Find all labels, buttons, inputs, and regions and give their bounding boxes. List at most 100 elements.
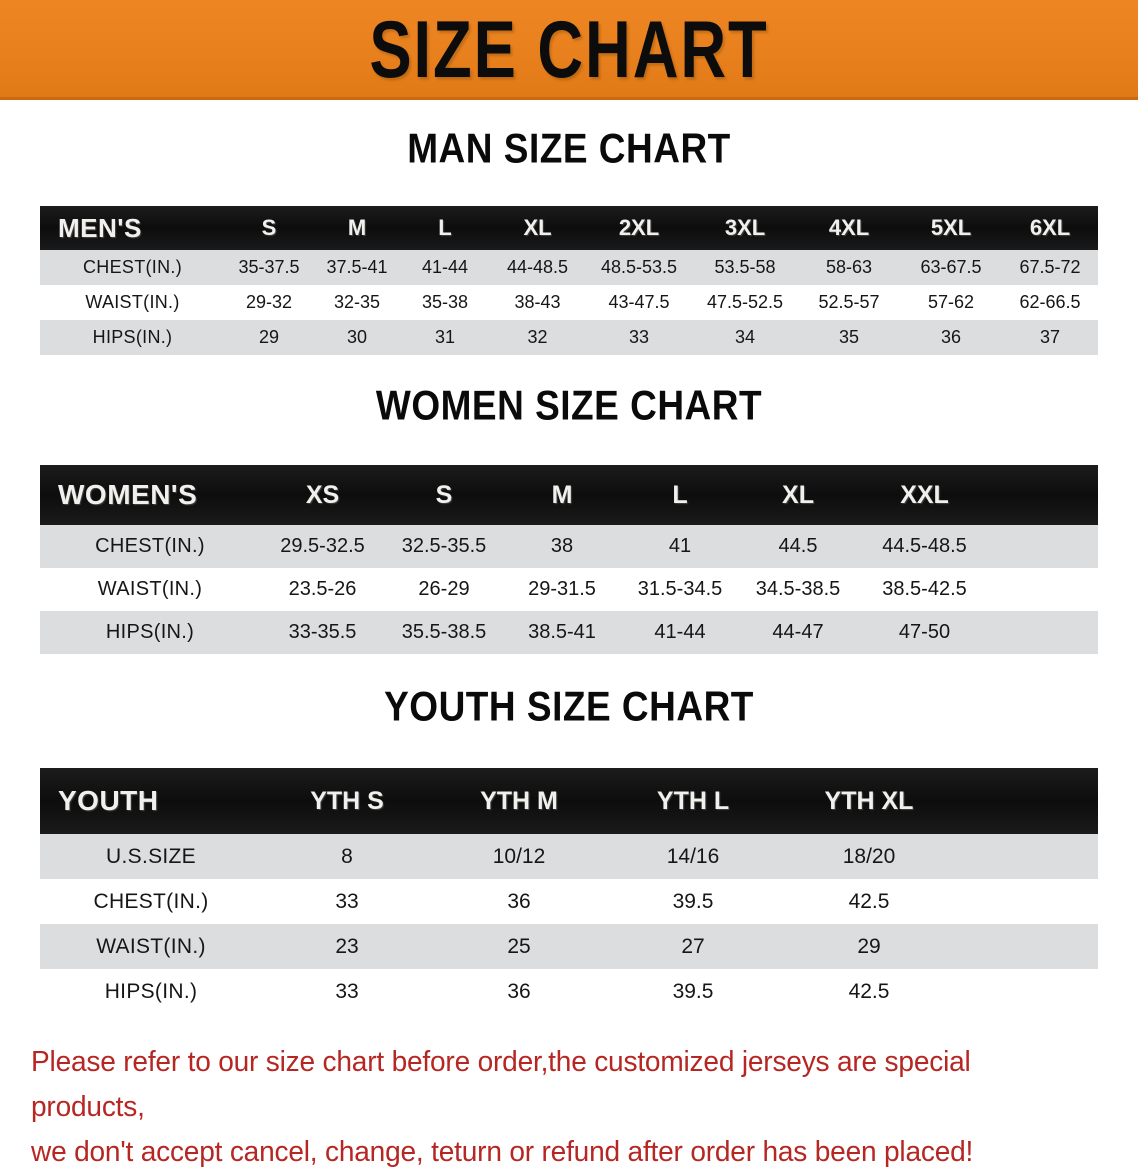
women-hips-s: 35.5-38.5 — [385, 611, 503, 654]
man-waist-xl: 38-43 — [489, 285, 586, 320]
man-hips-3xl: 34 — [692, 320, 798, 355]
man-waist-2xl: 43-47.5 — [586, 285, 692, 320]
women-hips-spacer — [992, 611, 1098, 654]
man-waist-s: 29-32 — [225, 285, 313, 320]
man-col-header-2xl: 2XL — [618, 215, 660, 240]
women-waist-xs: 23.5-26 — [260, 568, 385, 611]
man-table-header-row: MEN'S S M L XL 2XL 3XL 4XL 5XL 6XL — [40, 206, 1098, 250]
man-size-chart-table: MEN'S S M L XL 2XL 3XL 4XL 5XL 6XL CHEST… — [40, 206, 1098, 355]
women-col-header-s: S — [435, 480, 453, 509]
man-hips-4xl: 35 — [798, 320, 900, 355]
youth-chest-yth-s: 33 — [262, 879, 432, 924]
man-row-label-chest: CHEST(IN.) — [40, 250, 225, 285]
man-hips-2xl: 33 — [586, 320, 692, 355]
youth-chest-yth-m: 36 — [432, 879, 606, 924]
youth-chest-yth-xl: 42.5 — [780, 879, 958, 924]
man-row-label-waist: WAIST(IN.) — [40, 285, 225, 320]
women-hips-xl: 44-47 — [739, 611, 857, 654]
youth-us-size-yth-xl: 18/20 — [780, 834, 958, 879]
women-waist-xxl: 38.5-42.5 — [857, 568, 992, 611]
man-chest-6xl: 67.5-72 — [1002, 250, 1098, 285]
women-size-chart-table: WOMEN'S XS S M L XL XXL CHEST(IN.) 29.5-… — [40, 465, 1098, 654]
man-col-header-m: M — [347, 215, 367, 240]
youth-us-size-yth-l: 14/16 — [606, 834, 780, 879]
man-chest-3xl: 53.5-58 — [692, 250, 798, 285]
women-chest-s: 32.5-35.5 — [385, 525, 503, 568]
women-chest-xxl: 44.5-48.5 — [857, 525, 992, 568]
table-row: WAIST(IN.) 29-32 32-35 35-38 38-43 43-47… — [40, 285, 1098, 320]
man-size-chart-section: MAN SIZE CHART MEN'S S M L XL 2XL 3XL 4X… — [0, 125, 1138, 355]
man-hips-m: 30 — [313, 320, 401, 355]
women-hips-xs: 33-35.5 — [260, 611, 385, 654]
man-col-header-l: L — [438, 215, 452, 240]
youth-us-size-yth-m: 10/12 — [432, 834, 606, 879]
women-size-chart-section: WOMEN SIZE CHART WOMEN'S XS S M L XL XXL… — [0, 382, 1138, 654]
man-waist-l: 35-38 — [401, 285, 489, 320]
man-section-title: MAN SIZE CHART — [407, 125, 731, 172]
women-section-title: WOMEN SIZE CHART — [375, 382, 763, 429]
youth-us-size-yth-s: 8 — [262, 834, 432, 879]
women-waist-xl: 34.5-38.5 — [739, 568, 857, 611]
man-hips-l: 31 — [401, 320, 489, 355]
disclaimer-line-2: we don't accept cancel, change, teturn o… — [31, 1136, 974, 1168]
youth-col-header-yth-s: YTH S — [310, 786, 384, 815]
youth-row-label-chest: CHEST(IN.) — [40, 879, 262, 924]
women-corner-label: WOMEN'S — [58, 479, 198, 510]
disclaimer-note: Please refer to our size chart before or… — [31, 1040, 1091, 1175]
women-chest-xs: 29.5-32.5 — [260, 525, 385, 568]
women-col-header-xs: XS — [305, 480, 340, 509]
man-row-label-hips: HIPS(IN.) — [40, 320, 225, 355]
table-row: CHEST(IN.) 29.5-32.5 32.5-35.5 38 41 44.… — [40, 525, 1098, 568]
women-col-header-spacer — [992, 465, 1098, 525]
man-chest-5xl: 63-67.5 — [900, 250, 1002, 285]
man-chest-xl: 44-48.5 — [489, 250, 586, 285]
women-waist-s: 26-29 — [385, 568, 503, 611]
youth-col-header-yth-xl: YTH XL — [824, 786, 914, 815]
youth-size-chart-section: YOUTH SIZE CHART YOUTH YTH S YTH M YTH L… — [0, 683, 1138, 1014]
women-row-label-hips: HIPS(IN.) — [40, 611, 260, 654]
table-row: WAIST(IN.) 23.5-26 26-29 29-31.5 31.5-34… — [40, 568, 1098, 611]
youth-row-label-waist: WAIST(IN.) — [40, 924, 262, 969]
women-col-header-l: L — [672, 480, 688, 509]
youth-row-label-us-size: U.S.SIZE — [40, 834, 262, 879]
youth-waist-spacer — [958, 924, 1098, 969]
disclaimer-line-1: Please refer to our size chart before or… — [31, 1046, 971, 1123]
table-row: HIPS(IN.) 33-35.5 35.5-38.5 38.5-41 41-4… — [40, 611, 1098, 654]
man-chest-s: 35-37.5 — [225, 250, 313, 285]
women-waist-m: 29-31.5 — [503, 568, 621, 611]
youth-hips-yth-m: 36 — [432, 969, 606, 1014]
women-table-header-row: WOMEN'S XS S M L XL XXL — [40, 465, 1098, 525]
youth-chest-yth-l: 39.5 — [606, 879, 780, 924]
man-col-header-5xl: 5XL — [930, 215, 972, 240]
youth-section-title: YOUTH SIZE CHART — [384, 683, 754, 730]
women-hips-xxl: 47-50 — [857, 611, 992, 654]
man-waist-3xl: 47.5-52.5 — [692, 285, 798, 320]
youth-hips-spacer — [958, 969, 1098, 1014]
youth-corner-label: YOUTH — [58, 785, 159, 816]
man-hips-5xl: 36 — [900, 320, 1002, 355]
man-col-header-xl: XL — [523, 215, 552, 240]
youth-waist-yth-m: 25 — [432, 924, 606, 969]
women-col-header-m: M — [551, 480, 573, 509]
women-chest-m: 38 — [503, 525, 621, 568]
table-row: HIPS(IN.) 29 30 31 32 33 34 35 36 37 — [40, 320, 1098, 355]
youth-size-chart-table: YOUTH YTH S YTH M YTH L YTH XL U.S.SIZE … — [40, 768, 1098, 1014]
youth-waist-yth-s: 23 — [262, 924, 432, 969]
man-corner-label: MEN'S — [58, 212, 142, 243]
man-col-header-3xl: 3XL — [724, 215, 766, 240]
man-waist-4xl: 52.5-57 — [798, 285, 900, 320]
table-row: CHEST(IN.) 33 36 39.5 42.5 — [40, 879, 1098, 924]
women-hips-l: 41-44 — [621, 611, 739, 654]
man-hips-s: 29 — [225, 320, 313, 355]
page-banner: SIZE CHART — [0, 0, 1138, 100]
youth-table-header-row: YOUTH YTH S YTH M YTH L YTH XL — [40, 768, 1098, 834]
table-row: CHEST(IN.) 35-37.5 37.5-41 41-44 44-48.5… — [40, 250, 1098, 285]
women-col-header-xxl: XXL — [900, 480, 949, 509]
table-row: WAIST(IN.) 23 25 27 29 — [40, 924, 1098, 969]
youth-hips-yth-xl: 42.5 — [780, 969, 958, 1014]
man-waist-6xl: 62-66.5 — [1002, 285, 1098, 320]
women-row-label-chest: CHEST(IN.) — [40, 525, 260, 568]
youth-row-label-hips: HIPS(IN.) — [40, 969, 262, 1014]
man-chest-l: 41-44 — [401, 250, 489, 285]
women-chest-spacer — [992, 525, 1098, 568]
